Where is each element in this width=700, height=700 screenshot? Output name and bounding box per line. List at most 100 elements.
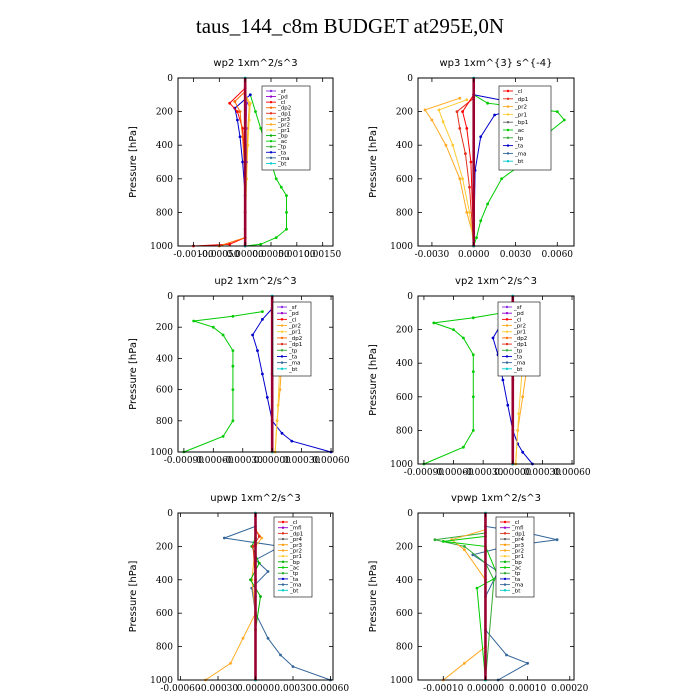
y-tick-label: 600 <box>396 175 413 185</box>
legend-label: _ta <box>513 354 522 360</box>
legend-marker <box>281 526 285 529</box>
panel-5: upwp 1xm^2/s^3 Pressure [hPa] 0 200 400 600 80… <box>128 493 349 694</box>
data-point <box>241 160 245 164</box>
data-point <box>437 108 441 112</box>
x-tick-label: -0.00010 <box>423 684 464 694</box>
data-point <box>491 336 495 340</box>
data-point <box>451 143 455 147</box>
legend-marker <box>503 560 507 564</box>
y-axis-label: Pressure [hPa] <box>368 126 379 198</box>
data-point <box>236 110 239 113</box>
legend-marker <box>269 117 273 121</box>
legend-label: _tp <box>514 136 524 142</box>
legend-label: _sf <box>513 305 523 311</box>
x-tick-label: 0.00100 <box>278 250 315 260</box>
legend-marker <box>280 336 284 340</box>
data-point <box>238 135 242 139</box>
data-point <box>458 126 462 130</box>
data-point <box>231 388 235 391</box>
panel-title: up2 1xm^2/s^3 <box>214 276 296 287</box>
legend-label: _pr3 <box>277 117 291 123</box>
legend-label: _cl <box>288 317 297 323</box>
legend-label: _pr1 <box>514 112 527 118</box>
data-point <box>285 211 288 214</box>
data-point <box>475 236 478 240</box>
data-point <box>458 96 462 100</box>
y-tick-label: 600 <box>396 393 413 403</box>
legend-marker <box>506 144 510 147</box>
legend-label: _ma <box>289 583 301 589</box>
data-point <box>274 177 278 181</box>
data-point <box>241 135 245 139</box>
legend-label: _dp2 <box>288 336 302 342</box>
legend-marker <box>503 572 507 575</box>
data-point <box>278 388 282 391</box>
legend-label: _bt <box>289 588 299 594</box>
x-tick-label: -0.00090 <box>164 456 205 466</box>
legend-label: _pr1 <box>289 554 302 560</box>
legend-marker <box>506 105 510 108</box>
data-point <box>471 353 475 357</box>
legend-label: _ta <box>511 577 520 583</box>
data-point <box>231 349 235 352</box>
legend-label: _ac <box>511 566 521 572</box>
legend-label: _dp1 <box>288 342 302 348</box>
data-point <box>279 653 282 657</box>
y-tick-label: 600 <box>156 386 173 396</box>
legend-label: _pr2 <box>289 548 302 554</box>
legend-marker <box>505 367 509 371</box>
x-tick-label: -0.00050 <box>199 250 240 260</box>
y-tick-label: 1000 <box>390 676 413 686</box>
data-point <box>285 227 288 231</box>
panel-title: upwp 1xm^2/s^3 <box>210 493 300 504</box>
x-tick-label: -0.00090 <box>404 468 445 478</box>
legend-label: _ma <box>514 151 526 157</box>
legend-marker <box>506 152 510 155</box>
x-tick-label: -0.0030 <box>415 250 450 260</box>
series-line-pr2 <box>442 529 486 681</box>
plot-frame <box>177 295 334 453</box>
data-point <box>500 177 503 181</box>
legend-marker <box>503 520 507 524</box>
legend-box <box>261 85 311 171</box>
legend-marker <box>505 336 509 340</box>
data-point <box>501 378 505 382</box>
legend-label: _tp <box>513 348 523 354</box>
series-dp1 <box>455 96 476 248</box>
series-ac <box>441 535 500 682</box>
legend-marker <box>281 543 285 546</box>
data-point <box>463 548 466 552</box>
legend-label: _pr2 <box>277 122 290 128</box>
legend-marker <box>505 324 509 327</box>
legend-label: _pr2 <box>514 105 527 111</box>
series-line-ta <box>234 94 251 246</box>
data-point <box>444 143 448 147</box>
legend-marker <box>280 355 284 358</box>
legend-marker <box>506 97 510 101</box>
legend-label: _ma <box>511 583 523 589</box>
data-point <box>433 538 437 542</box>
y-tick-label: 1000 <box>390 242 413 252</box>
x-tick-label: -0.00060 <box>433 468 474 478</box>
data-point <box>486 202 489 206</box>
legend-box <box>272 301 312 377</box>
data-point <box>236 118 239 122</box>
y-tick-label: 0 <box>167 509 173 519</box>
data-point <box>468 185 471 189</box>
legend-label: _tp <box>277 145 287 151</box>
data-point <box>463 661 466 665</box>
data-point <box>432 321 436 325</box>
y-tick-label: 0 <box>407 292 413 302</box>
legend-label: _pd <box>288 311 299 317</box>
plot-frame <box>417 77 575 247</box>
data-point <box>452 328 455 331</box>
data-point <box>211 325 215 329</box>
data-point <box>222 536 226 540</box>
x-tick-label: 0.00050 <box>252 250 289 260</box>
y-tick-label: 1000 <box>150 242 173 252</box>
data-point <box>261 372 264 376</box>
x-tick-label: 0.00000 <box>494 468 531 478</box>
y-tick-label: 200 <box>396 108 413 118</box>
data-point <box>441 120 445 124</box>
